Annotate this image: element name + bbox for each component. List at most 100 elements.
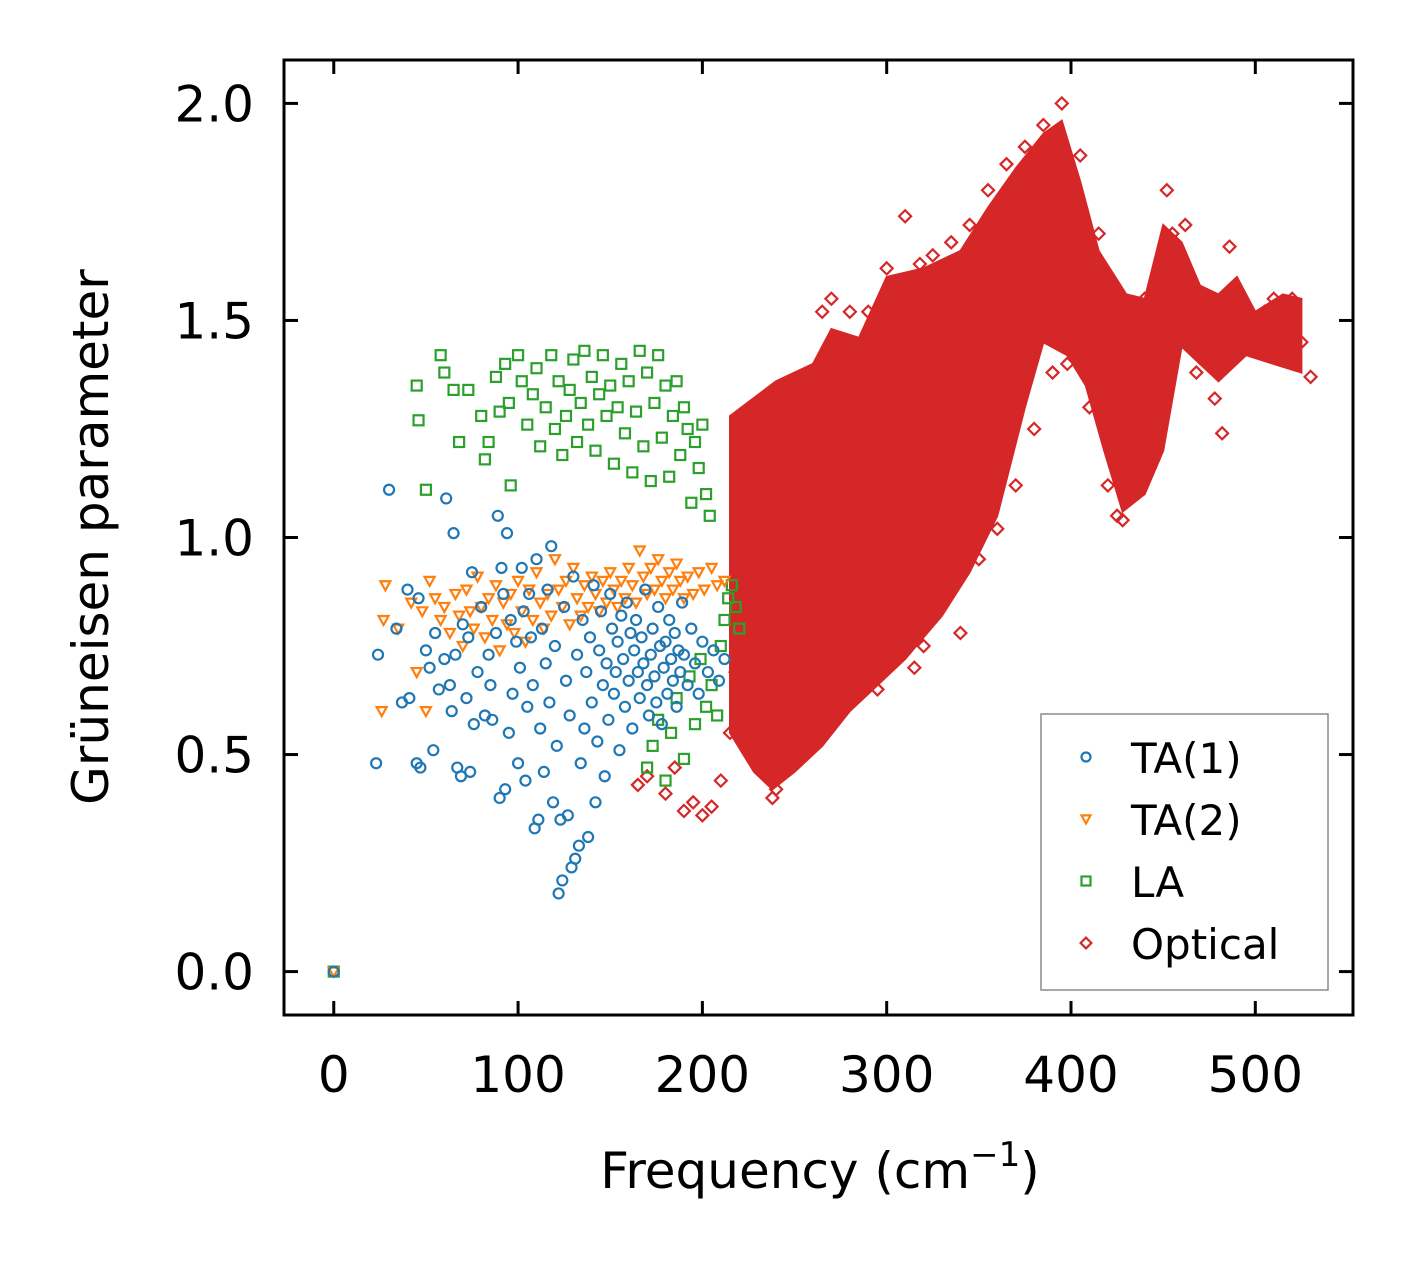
data-point	[448, 588, 463, 602]
data-point	[1017, 139, 1033, 155]
data-point	[552, 887, 565, 900]
data-point	[593, 388, 606, 401]
data-point	[532, 813, 545, 826]
data-point	[701, 665, 715, 679]
data-point	[537, 765, 550, 779]
data-point	[570, 648, 584, 661]
data-point	[631, 665, 644, 679]
data-point	[989, 521, 1005, 537]
data-point	[452, 435, 466, 449]
data-point	[888, 616, 904, 632]
data-point	[464, 765, 477, 779]
data-point	[471, 665, 484, 679]
data-point	[620, 596, 633, 609]
points-layer	[326, 95, 1319, 979]
data-point	[643, 562, 658, 576]
data-point	[666, 409, 679, 423]
data-point	[646, 739, 659, 752]
data-point	[1293, 334, 1309, 350]
data-point	[663, 613, 676, 627]
data-point	[585, 696, 598, 709]
data-point	[801, 421, 817, 437]
data-point	[545, 540, 558, 553]
data-point	[452, 610, 466, 623]
y-tick-label: 0.5	[174, 727, 254, 785]
data-point	[652, 600, 665, 614]
data-point	[574, 396, 587, 410]
data-point	[577, 580, 592, 593]
data-point	[650, 696, 663, 709]
data-point	[543, 696, 556, 709]
data-point	[1164, 226, 1180, 242]
data-point	[465, 566, 479, 579]
data-point	[962, 217, 978, 233]
data-point	[691, 567, 706, 580]
data-point	[1221, 239, 1238, 255]
data-point	[783, 391, 799, 407]
data-point	[551, 584, 566, 597]
data-point	[925, 247, 941, 263]
tick-labels-layer: 0 100 200 300 400 500 0.0 0.5 1.0 1.5 2.0	[174, 75, 1303, 1104]
data-point	[433, 614, 448, 628]
data-point	[534, 722, 547, 735]
data-point	[526, 388, 539, 401]
data-point	[412, 414, 425, 427]
data-point	[546, 796, 560, 809]
data-point	[437, 601, 452, 615]
data-point	[569, 852, 582, 865]
data-point	[611, 401, 624, 414]
data-point	[591, 735, 604, 748]
data-point	[475, 409, 488, 423]
data-point	[539, 401, 552, 414]
data-point	[1266, 291, 1282, 307]
data-point	[535, 622, 549, 635]
data-point	[1127, 356, 1144, 372]
data-point	[696, 418, 709, 431]
data-point	[621, 562, 636, 576]
data-point	[432, 683, 445, 696]
data-point	[666, 674, 679, 687]
data-point	[422, 575, 437, 589]
data-point	[1196, 304, 1212, 320]
data-point	[674, 665, 687, 679]
x-tick-label: 200	[655, 1046, 750, 1104]
data-point	[869, 681, 886, 697]
data-point	[1059, 356, 1075, 372]
series-ta-1-	[327, 483, 731, 978]
x-axis-title-main: Frequency (cm	[600, 1142, 970, 1200]
data-point	[647, 584, 662, 597]
data-point	[664, 652, 678, 666]
data-point	[519, 774, 532, 787]
data-point	[521, 700, 534, 713]
data-point	[611, 635, 624, 648]
data-point	[879, 260, 895, 276]
data-point	[1063, 334, 1079, 350]
data-point	[823, 291, 839, 307]
data-point	[657, 786, 674, 802]
data-point	[1008, 477, 1024, 493]
data-point	[670, 375, 683, 388]
data-point	[462, 383, 475, 397]
data-point	[438, 366, 451, 379]
data-point	[596, 349, 609, 362]
data-point	[699, 700, 713, 713]
legend-label-ta2: TA(2)	[1130, 796, 1242, 845]
data-point	[677, 401, 691, 414]
x-tick-label: 100	[470, 1046, 565, 1104]
data-point	[664, 726, 678, 739]
data-point	[746, 464, 762, 480]
data-point	[563, 709, 576, 722]
data-point	[550, 739, 563, 752]
data-point	[618, 427, 632, 440]
data-point	[504, 613, 517, 627]
data-point	[603, 567, 618, 580]
data-point	[717, 575, 732, 589]
data-point	[500, 527, 514, 540]
data-point	[1118, 477, 1134, 493]
data-point	[662, 567, 677, 580]
data-point	[455, 640, 470, 654]
data-point	[1081, 399, 1097, 415]
data-point	[495, 561, 508, 574]
data-point	[635, 631, 648, 644]
data-point	[674, 448, 687, 462]
